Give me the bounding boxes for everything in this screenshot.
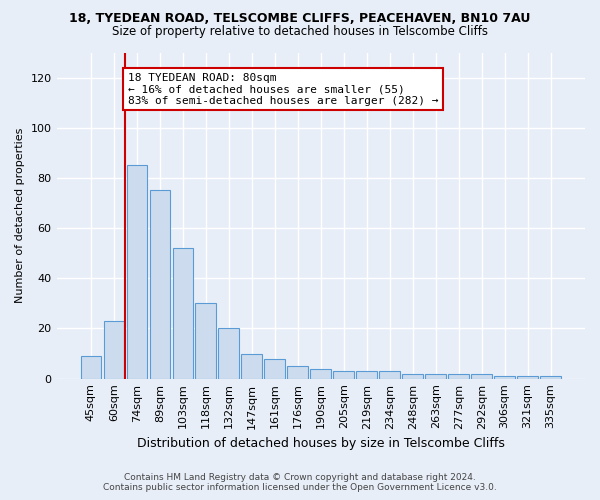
Y-axis label: Number of detached properties: Number of detached properties [15,128,25,304]
Text: Contains HM Land Registry data © Crown copyright and database right 2024.
Contai: Contains HM Land Registry data © Crown c… [103,473,497,492]
Bar [287,366,308,378]
Text: 18 TYEDEAN ROAD: 80sqm
← 16% of detached houses are smaller (55)
83% of semi-det: 18 TYEDEAN ROAD: 80sqm ← 16% of detached… [128,72,438,106]
Bar [310,368,331,378]
Bar [379,371,400,378]
Bar [334,371,354,378]
Bar [517,376,538,378]
Text: 18, TYEDEAN ROAD, TELSCOMBE CLIFFS, PEACEHAVEN, BN10 7AU: 18, TYEDEAN ROAD, TELSCOMBE CLIFFS, PEAC… [70,12,530,26]
Bar [218,328,239,378]
Bar [241,354,262,378]
Bar [127,166,147,378]
Bar [196,304,216,378]
Bar [448,374,469,378]
Bar [425,374,446,378]
Bar [472,374,492,378]
Bar [494,376,515,378]
X-axis label: Distribution of detached houses by size in Telscombe Cliffs: Distribution of detached houses by size … [137,437,505,450]
Bar [356,371,377,378]
Text: Size of property relative to detached houses in Telscombe Cliffs: Size of property relative to detached ho… [112,25,488,38]
Bar [265,358,285,378]
Bar [80,356,101,378]
Bar [149,190,170,378]
Bar [540,376,561,378]
Bar [403,374,423,378]
Bar [173,248,193,378]
Bar [104,321,124,378]
